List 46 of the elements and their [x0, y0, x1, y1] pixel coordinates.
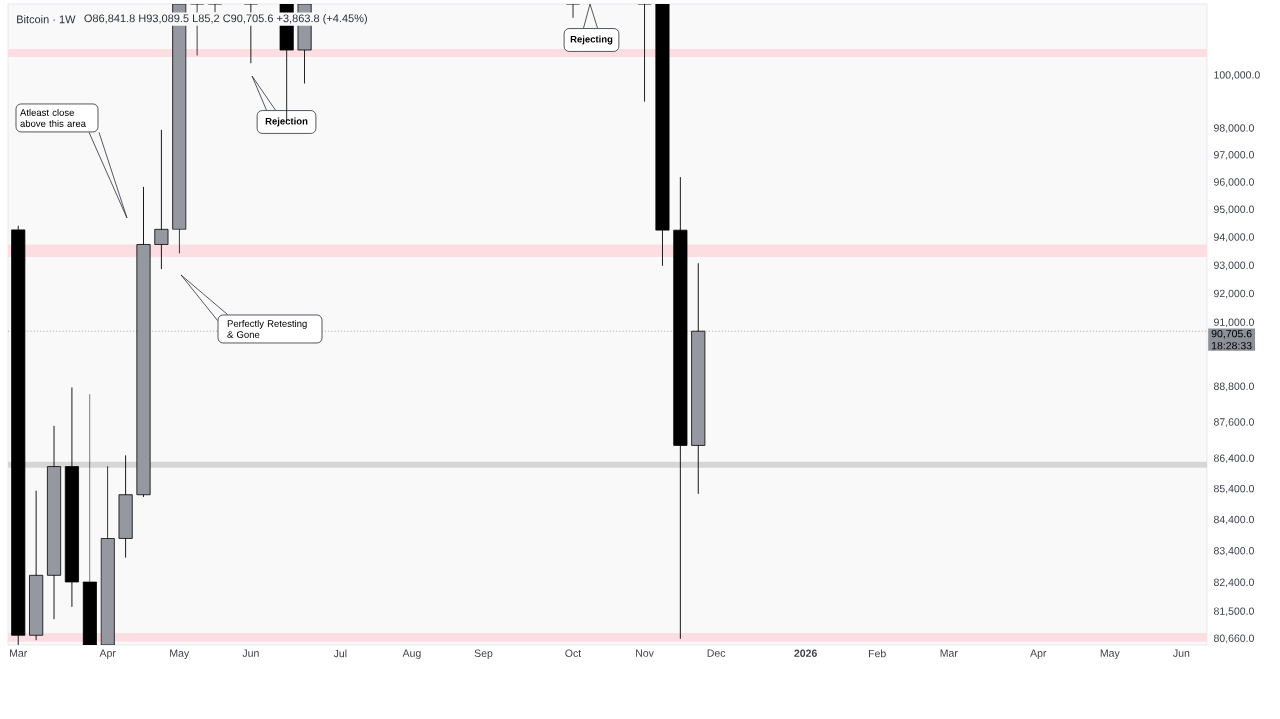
y-tick-label: 82,400.0	[1213, 578, 1254, 588]
candlestick	[637, 3, 652, 103]
candlestick	[207, 3, 223, 13]
y-tick-label: 96,000.0	[1214, 178, 1254, 187]
text: 18:28:33	[1211, 341, 1252, 350]
annotation: Rejection	[265, 117, 308, 127]
x-tick-label: Mar	[10, 649, 28, 657]
x-tick-label: Mar	[940, 649, 958, 657]
x-tick-label: Feb	[869, 649, 886, 658]
x-tick-label: May	[1100, 649, 1120, 659]
x-tick-label: Apr	[99, 649, 116, 659]
text: Bitcoin · 1W	[17, 15, 76, 24]
y-tick-label: 100,000.0	[1214, 71, 1260, 80]
text: O86,841.8 H93,089.5 L85,2 C90,705.6 +3,863.8 (+4.45%)	[84, 14, 367, 25]
x-tick-label: Aug	[402, 649, 421, 659]
y-tick-label: 85,400.0	[1213, 484, 1254, 494]
ref-line-label: 90,705.6	[1211, 329, 1252, 339]
y-tick-label: 87,600.0	[1213, 418, 1254, 427]
x-tick-label: Apr	[1030, 649, 1047, 659]
y-tick-label: 84,400.0	[1213, 515, 1254, 525]
candlestick	[154, 129, 169, 270]
y-tick-label: 95,000.0	[1214, 205, 1254, 215]
x-tick-label: Oct	[565, 649, 582, 657]
y-tick-label: 97,000.0	[1214, 151, 1254, 160]
y-tick-label: 91,000.0	[1214, 318, 1254, 328]
y-tick-label: 80,660.0	[1213, 634, 1254, 644]
y-tick-label: 92,000.0	[1214, 289, 1254, 299]
y-tick-label: 94,000.0	[1214, 233, 1254, 243]
x-tick-label: Sep	[474, 649, 493, 660]
annotation: Atleast close above this area	[20, 108, 86, 127]
x-tick-label: Jul	[333, 649, 347, 658]
y-tick-label: 88,800.0	[1213, 382, 1254, 392]
annotation: Rejecting	[570, 35, 613, 45]
y-tick-label: 81,500.0	[1213, 607, 1254, 617]
x-tick-label: 2026	[794, 649, 817, 657]
y-tick-label: 86,400.0	[1213, 454, 1254, 464]
annotation: Perfectly Retesting & Gone	[227, 319, 307, 338]
x-tick-label: Nov	[636, 649, 654, 657]
y-tick-label: 93,000.0	[1214, 261, 1254, 271]
x-tick-label: Jun	[242, 649, 259, 657]
x-tick-label: May	[170, 649, 190, 659]
x-tick-label: Jun	[1173, 649, 1190, 657]
y-tick-label: 98,000.0	[1214, 124, 1254, 133]
y-tick-label: 83,400.0	[1213, 546, 1254, 556]
x-tick-label: Dec	[707, 649, 726, 657]
candlestick	[565, 3, 581, 19]
